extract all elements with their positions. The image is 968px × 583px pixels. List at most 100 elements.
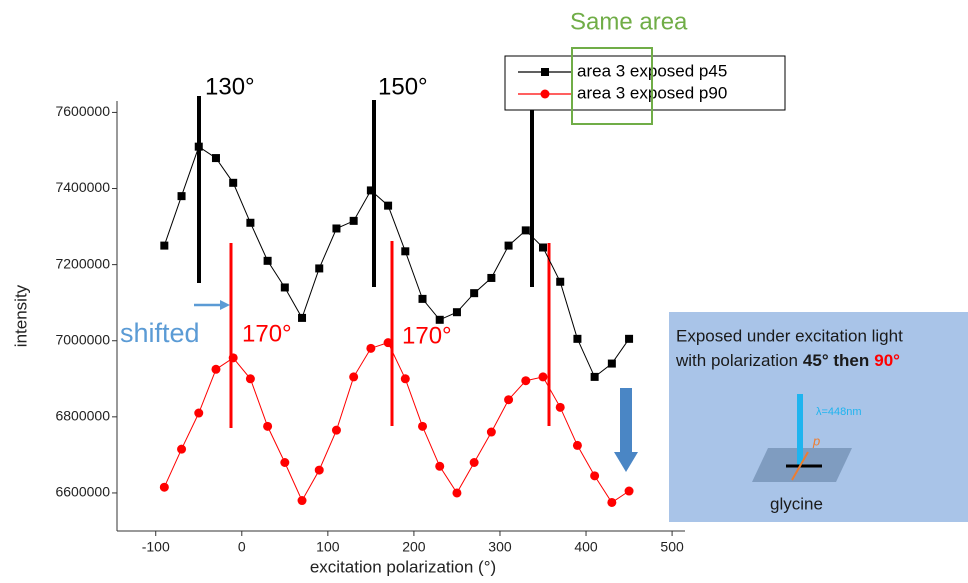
y-tick-label: 7000000	[55, 331, 110, 347]
info-line: Exposed under excitation light	[676, 326, 903, 345]
axes: 6600000 6800000 7000000 7200000 7400000 76000…	[55, 101, 685, 555]
x-tick-label: 200	[402, 539, 426, 555]
y-tick-label: 7200000	[55, 255, 110, 271]
data-point	[298, 313, 307, 322]
x-tick-label: 0	[238, 539, 246, 555]
peak-label: 170°	[242, 320, 292, 347]
data-point	[177, 192, 186, 201]
vector-label: p	[812, 433, 820, 448]
sample-label: glycine	[770, 494, 823, 513]
data-point	[401, 247, 410, 256]
data-point	[504, 395, 514, 405]
data-point	[625, 334, 634, 343]
info-box: Exposed under excitation light with pola…	[669, 312, 968, 522]
data-point	[418, 421, 428, 431]
y-axis-title: intensity	[11, 284, 30, 347]
x-tick-label: -100	[142, 539, 170, 555]
data-point	[487, 273, 496, 282]
data-point	[263, 421, 273, 431]
data-point	[573, 334, 582, 343]
x-tick-label: 300	[488, 539, 512, 555]
data-point	[504, 241, 513, 250]
data-point	[211, 364, 221, 374]
info-background	[669, 312, 968, 522]
data-point	[159, 482, 169, 492]
data-point	[470, 289, 479, 298]
data-point	[624, 486, 634, 496]
data-point	[366, 343, 376, 353]
data-point	[572, 440, 582, 450]
annotation-lines	[197, 96, 551, 428]
legend-marker	[540, 89, 550, 99]
same-area-box	[571, 47, 653, 125]
data-point	[228, 353, 238, 363]
data-point	[246, 218, 255, 227]
data-point	[607, 497, 617, 507]
data-point	[349, 372, 359, 382]
info-text: 90°	[874, 351, 900, 370]
shifted-label: shifted	[120, 318, 200, 348]
data-point	[556, 277, 565, 286]
data-point	[366, 186, 375, 195]
data-point	[194, 142, 203, 151]
data-point	[435, 461, 445, 471]
data-point	[211, 154, 220, 163]
data-point	[452, 488, 462, 498]
data-point	[590, 372, 599, 381]
data-point	[177, 444, 187, 454]
data-point	[383, 338, 393, 348]
series-line	[163, 341, 630, 504]
data-point	[280, 458, 290, 468]
data-point	[229, 178, 238, 187]
y-tick-label: 6800000	[55, 408, 110, 424]
data-point	[245, 374, 255, 384]
x-tick-label: 500	[660, 539, 684, 555]
wavelength: λ=448nm	[816, 406, 862, 418]
series-line	[163, 145, 630, 378]
data-point	[555, 402, 565, 412]
data-point	[400, 374, 410, 384]
peak-label: 130°	[205, 73, 255, 100]
data-point	[607, 359, 616, 368]
shift-arrow	[194, 300, 230, 310]
x-tick-label: 400	[574, 539, 598, 555]
data-point	[469, 458, 479, 468]
data-point	[539, 243, 547, 252]
series	[159, 338, 634, 507]
x-tick-label: 100	[316, 539, 340, 555]
info-text: 45° then	[803, 351, 869, 370]
data-point	[314, 465, 324, 475]
data-point	[521, 226, 530, 235]
data-point	[331, 425, 341, 435]
data-point	[332, 224, 341, 233]
legend-box	[504, 55, 786, 111]
data-point	[538, 372, 548, 382]
peak-label: 150°	[378, 73, 428, 100]
data-point	[435, 315, 444, 324]
data-point	[194, 408, 204, 418]
data-point	[384, 201, 393, 210]
data-point	[349, 216, 358, 225]
legend-marker	[541, 68, 549, 76]
data-point	[160, 241, 169, 250]
series	[160, 142, 634, 381]
down-arrow	[614, 388, 638, 472]
y-tick-label: 7400000	[55, 179, 110, 195]
data-point	[263, 256, 272, 265]
polarization	[791, 451, 809, 481]
data-point	[418, 294, 427, 303]
same-area-label: Same area	[570, 8, 688, 35]
data-point	[521, 376, 531, 386]
peak-label: 170°	[402, 322, 452, 349]
data-point	[280, 283, 289, 292]
data-point	[452, 308, 461, 317]
x-axis-title: excitation polarization (°)	[310, 557, 496, 576]
data-point	[486, 427, 496, 437]
y-tick-label: 6600000	[55, 484, 110, 500]
data-point	[315, 264, 324, 273]
y-tick-label: 7600000	[55, 103, 110, 119]
data-point	[297, 496, 307, 506]
info-text: with polarization	[675, 351, 798, 370]
data-point	[590, 471, 600, 481]
